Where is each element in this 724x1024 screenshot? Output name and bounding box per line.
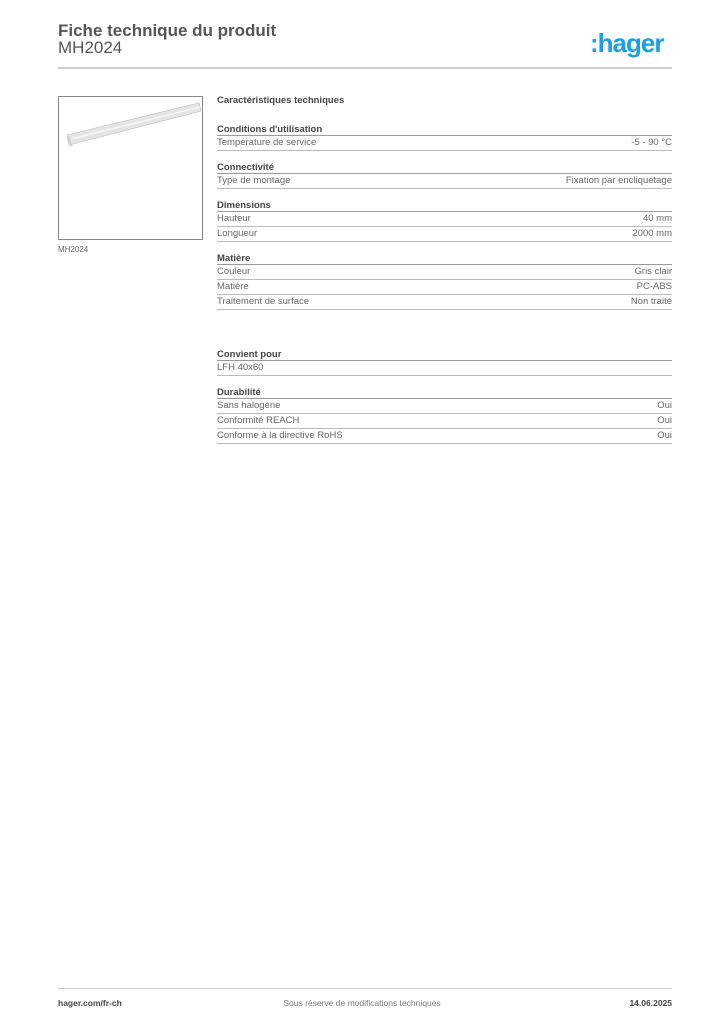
spec-group: Dimensions Hauteur 40 mm Longueur 2000 mm (217, 199, 672, 242)
product-image (58, 96, 203, 240)
group-title: Convient pour (217, 348, 672, 361)
spec-row: Longueur 2000 mm (217, 227, 672, 242)
footer-note: Sous réserve de modifications techniques (283, 998, 441, 1008)
spec-group: Conditions d'utilisation Température de s… (217, 123, 672, 151)
spec-label: Conformité REACH (217, 415, 300, 426)
footer-url[interactable]: hager.com/fr-ch (58, 998, 122, 1008)
spec-label: LFH 40x60 (217, 362, 264, 373)
spec-row: Température de service -5 - 90 °C (217, 136, 672, 151)
spec-row: Sans halogène Oui (217, 399, 672, 414)
image-caption: MH2024 (58, 245, 89, 254)
spec-label: Matière (217, 281, 249, 292)
spec-value: Oui (657, 400, 672, 411)
group-title: Conditions d'utilisation (217, 123, 672, 136)
spec-row: Traitement de surface Non traité (217, 295, 672, 310)
spec-group: Convient pour LFH 40x60 (217, 348, 672, 376)
spec-row: Conforme à la directive RoHS Oui (217, 429, 672, 444)
group-title: Dimensions (217, 199, 672, 212)
spec-label: Longueur (217, 228, 258, 239)
specs-heading: Caractéristiques techniques (217, 95, 345, 106)
spec-label: Conforme à la directive RoHS (217, 430, 343, 441)
spec-label: Hauteur (217, 213, 251, 224)
spec-row: Hauteur 40 mm (217, 212, 672, 227)
specs-table: Caractéristiques techniques Conditions d… (217, 95, 672, 444)
spec-label: Couleur (217, 266, 251, 277)
spec-value: -5 - 90 °C (631, 137, 672, 148)
spec-row: LFH 40x60 (217, 361, 672, 376)
spec-row: Conformité REACH Oui (217, 414, 672, 429)
spec-row: Couleur Gris clair (217, 265, 672, 280)
header-divider (58, 67, 672, 69)
group-title: Connectivité (217, 161, 672, 174)
spec-value: Oui (657, 415, 672, 426)
spec-group: Durabilité Sans halogène Oui Conformité REA… (217, 386, 672, 444)
cable-trunking-image (66, 102, 202, 147)
spec-label: Traitement de surface (217, 296, 310, 307)
product-code: MH2024 (58, 38, 123, 57)
spec-value: Non traité (630, 296, 672, 307)
hager-logo: :hager (590, 28, 664, 58)
spec-value: Fixation par encliquetage (565, 175, 672, 186)
spec-value: Oui (657, 430, 672, 441)
spec-group: Connectivité Type de montage Fixation par … (217, 161, 672, 189)
group-title: Durabilité (217, 386, 672, 399)
spec-label: Sans halogène (217, 400, 281, 411)
spec-value: Gris clair (634, 266, 672, 277)
spec-label: Température de service (217, 137, 317, 148)
footer-divider (58, 988, 672, 989)
spec-group: Matière Couleur Gris clair Matière PC-ABS Tra… (217, 252, 672, 310)
page-title: Fiche technique du produit (58, 21, 277, 40)
spec-value: 40 mm (642, 213, 672, 224)
spec-value: 2000 mm (632, 228, 672, 239)
spec-row: Type de montage Fixation par encliquetage (217, 174, 672, 189)
spec-row: Matière PC-ABS (217, 280, 672, 295)
spec-value: PC-ABS (636, 281, 672, 292)
footer-date: 14.06.2025 (629, 998, 672, 1008)
group-title: Matière (217, 252, 672, 265)
spec-label: Type de montage (217, 175, 291, 186)
